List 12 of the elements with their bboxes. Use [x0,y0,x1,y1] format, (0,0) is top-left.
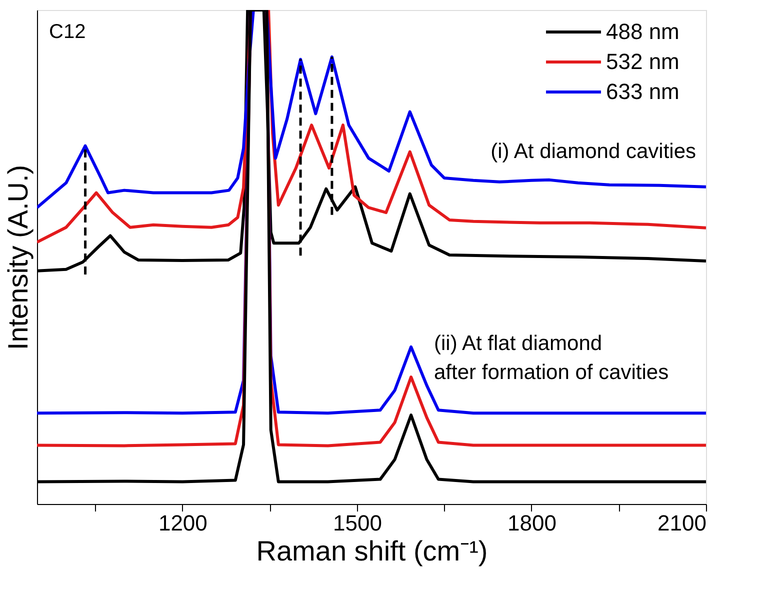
x-axis-title: Raman shift (cm⁻¹) [256,536,488,566]
y-axis-title: Intensity (A.U.) [2,164,34,350]
x-tick-label: 2100 [658,510,706,536]
annotation: (i) At diamond cavities [490,140,696,163]
annotation: (ii) At flat diamond after formation of cavities [434,332,669,384]
x-tick-label: 1200 [158,510,208,536]
x-tick-label: 1500 [332,510,382,536]
x-tick-label: 1800 [508,510,556,536]
legend-label: 633 nm [606,79,680,104]
legend-label: 532 nm [606,49,680,74]
annotation: C12 [49,21,86,43]
legend-label: 488 nm [606,19,680,44]
